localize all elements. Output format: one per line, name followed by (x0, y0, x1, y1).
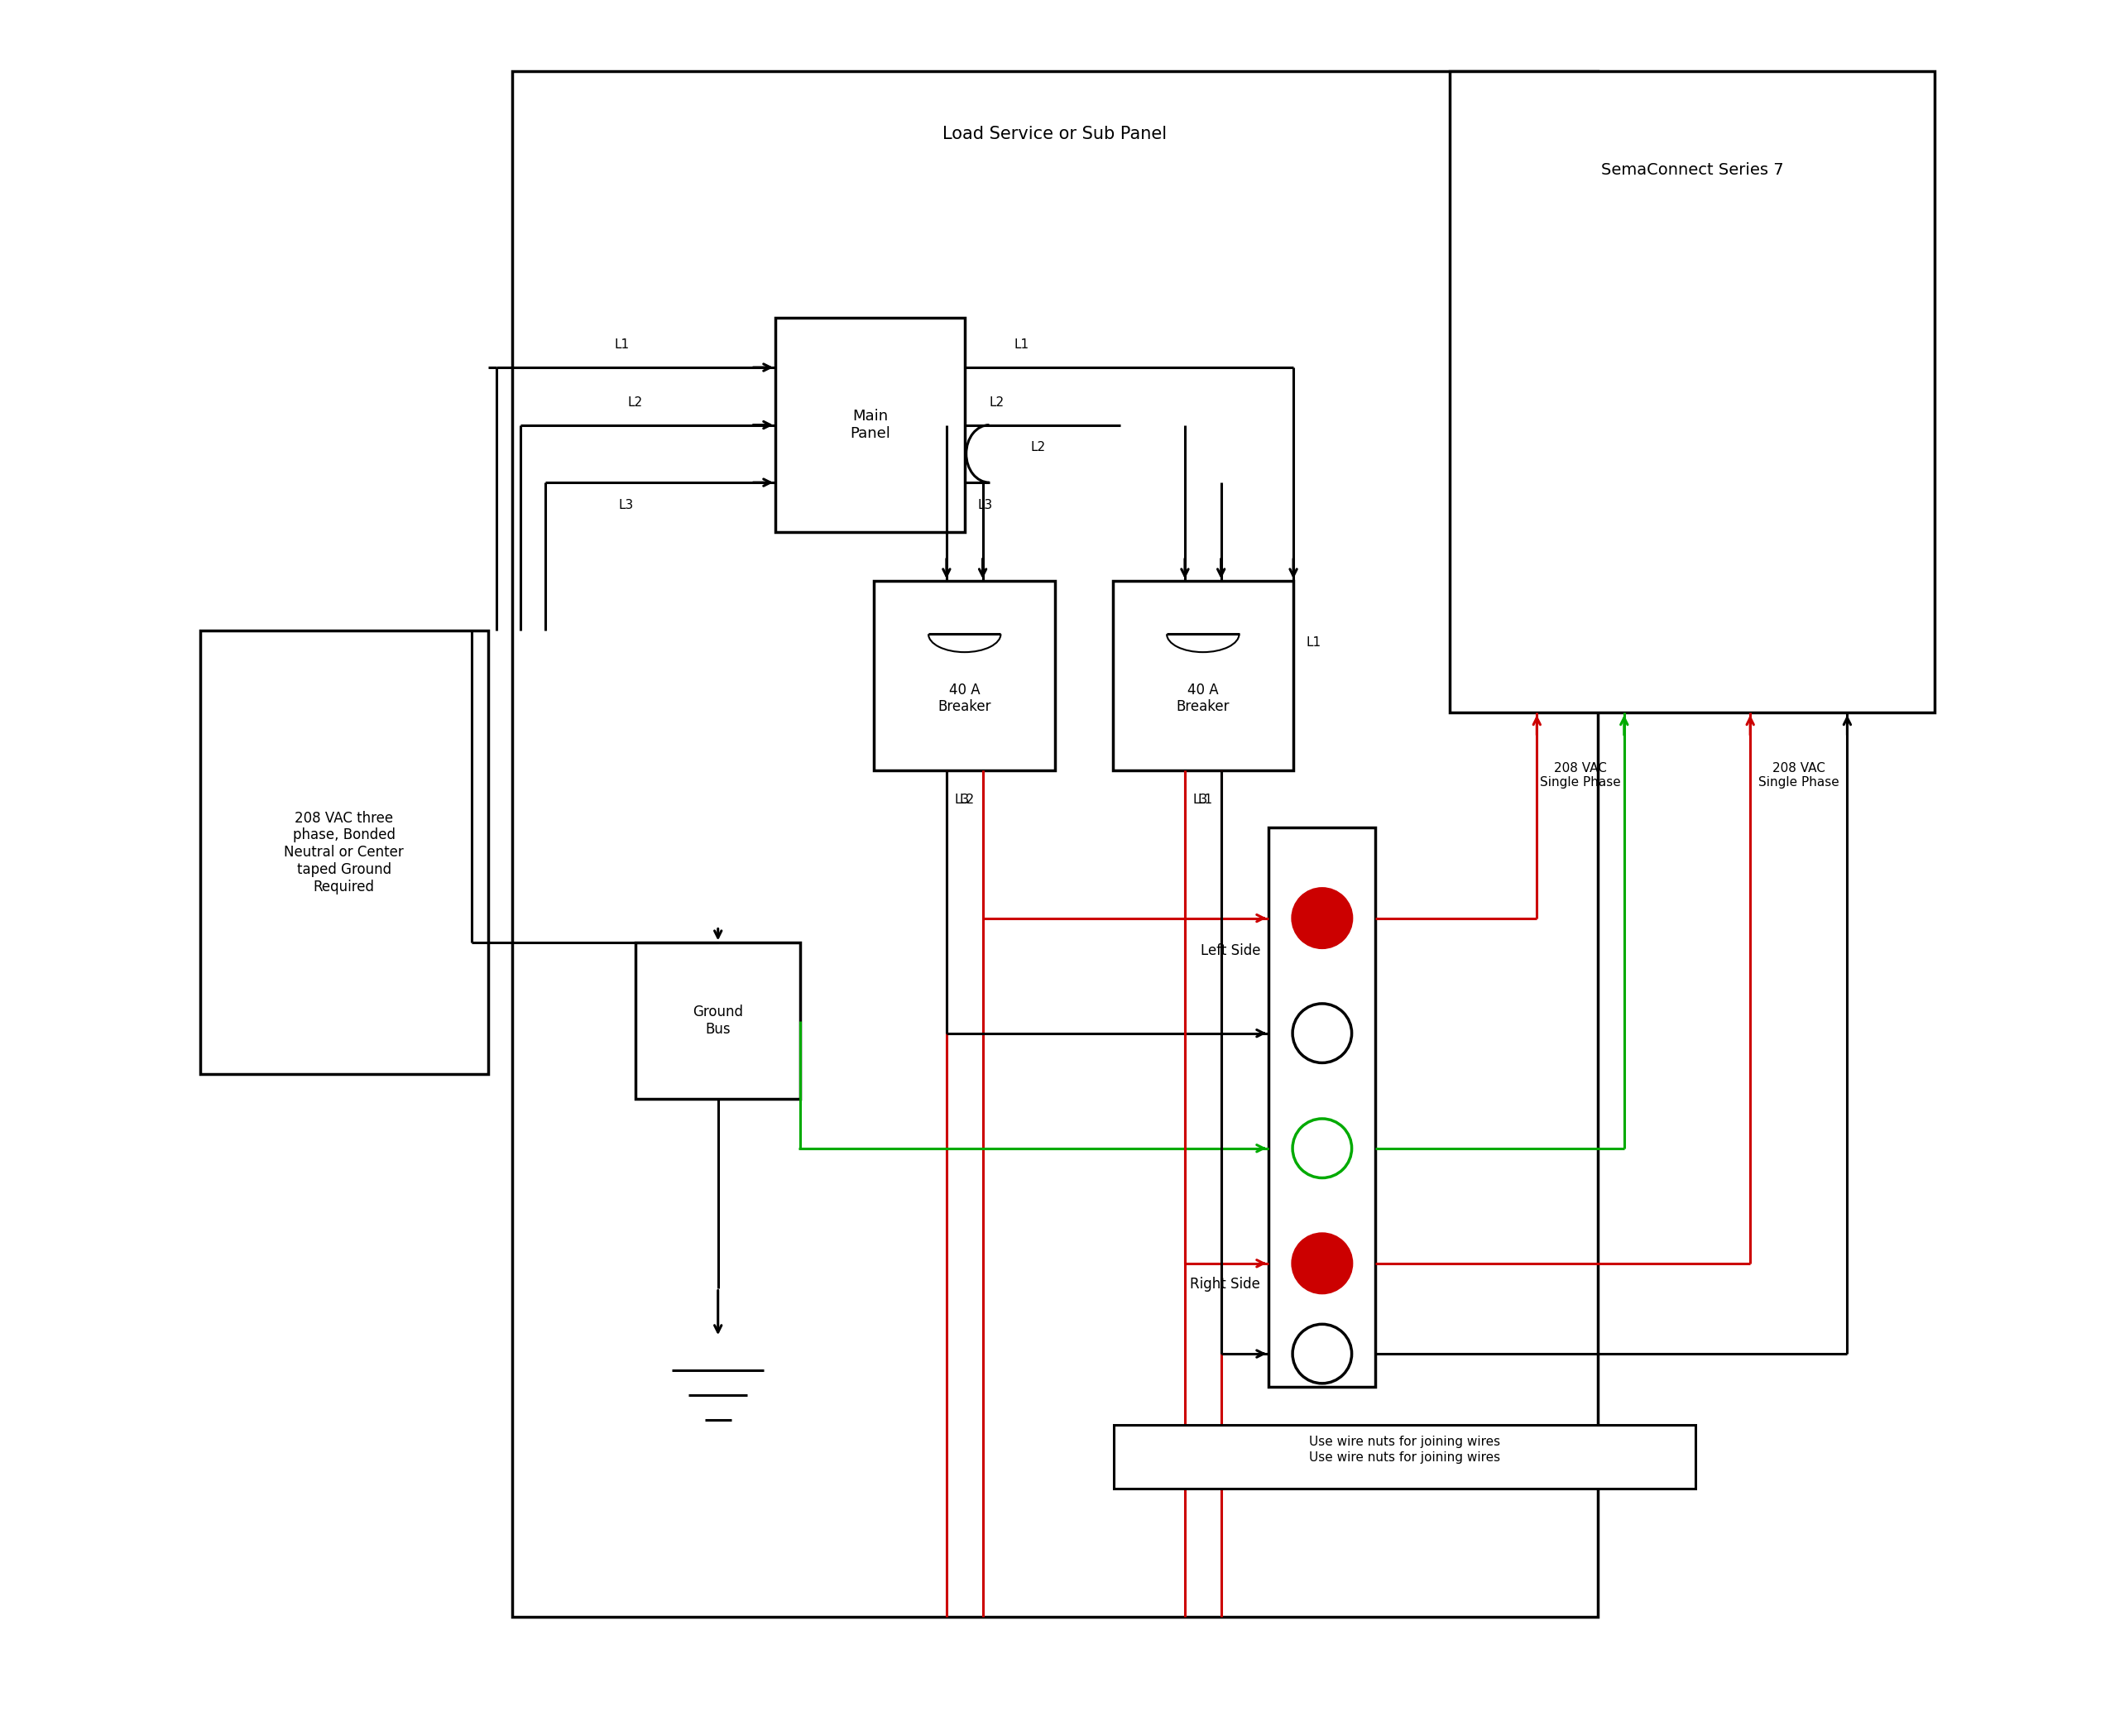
Text: L3: L3 (954, 793, 968, 806)
Bar (513, 71, 1597, 1616)
Text: 40 A
Breaker: 40 A Breaker (1175, 682, 1230, 715)
Text: L2: L2 (629, 396, 644, 408)
Text: 208 VAC
Single Phase: 208 VAC Single Phase (1758, 762, 1840, 788)
Text: Load Service or Sub Panel: Load Service or Sub Panel (943, 125, 1167, 142)
Text: 208 VAC three
phase, Bonded
Neutral or Center
taped Ground
Required: 208 VAC three phase, Bonded Neutral or C… (285, 811, 403, 894)
Text: L1: L1 (1306, 637, 1321, 649)
Text: Left Side: Left Side (1201, 944, 1260, 958)
Text: 208 VAC
Single Phase: 208 VAC Single Phase (1540, 762, 1620, 788)
Text: L2: L2 (960, 793, 975, 806)
Text: L3: L3 (977, 498, 994, 512)
Bar (874, 582, 1055, 771)
Text: SemaConnect Series 7: SemaConnect Series 7 (1601, 161, 1783, 179)
Text: Use wire nuts for joining wires: Use wire nuts for joining wires (1308, 1451, 1500, 1463)
Circle shape (1293, 889, 1353, 948)
Bar (635, 943, 800, 1099)
Text: L3: L3 (1192, 793, 1207, 806)
Text: L2: L2 (990, 396, 1004, 408)
Text: L1: L1 (1198, 793, 1213, 806)
Bar (1450, 71, 1935, 713)
Text: Use wire nuts for joining wires: Use wire nuts for joining wires (1308, 1436, 1500, 1448)
Circle shape (1293, 1118, 1353, 1179)
Bar (200, 630, 487, 1075)
Bar (1112, 582, 1293, 771)
Text: Main
Panel: Main Panel (850, 410, 890, 441)
Text: L3: L3 (618, 498, 633, 512)
Text: L1: L1 (1015, 339, 1030, 351)
Text: L2: L2 (1030, 441, 1044, 453)
Text: Ground
Bus: Ground Bus (692, 1005, 743, 1036)
Bar (776, 318, 964, 531)
FancyBboxPatch shape (1114, 1425, 1694, 1488)
Text: 40 A
Breaker: 40 A Breaker (939, 682, 992, 715)
Circle shape (1293, 1325, 1353, 1384)
Text: Right Side: Right Side (1190, 1276, 1260, 1292)
Text: L1: L1 (614, 339, 629, 351)
Circle shape (1293, 1234, 1353, 1293)
Bar (1268, 828, 1376, 1387)
Circle shape (1293, 1003, 1353, 1062)
